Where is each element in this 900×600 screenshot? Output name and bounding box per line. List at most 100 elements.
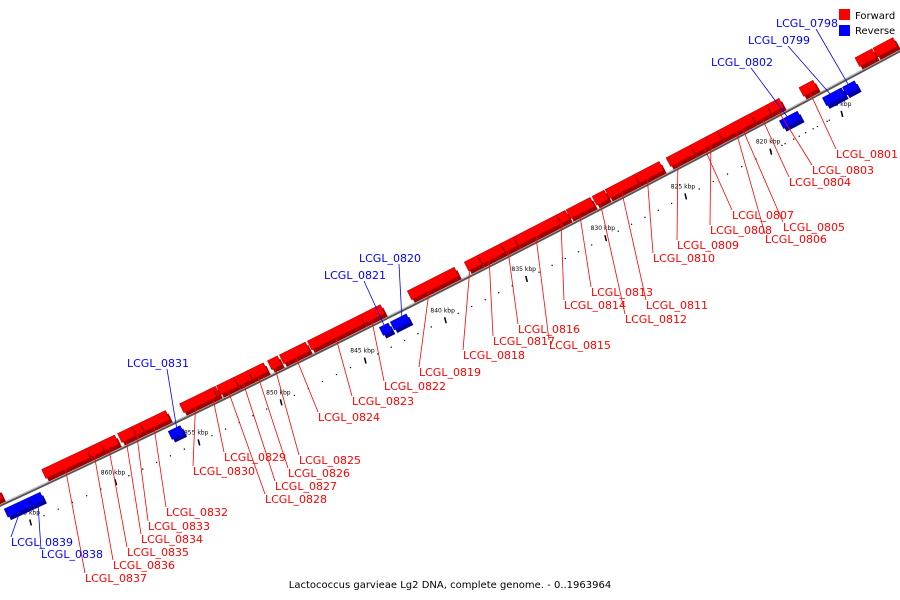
gene-label[interactable]: LCGL_0824 xyxy=(318,411,380,424)
gene-box-face xyxy=(0,491,4,501)
minor-tick xyxy=(155,461,158,464)
gene-box-face xyxy=(267,355,283,371)
gene-box-lcgl-0839[interactable] xyxy=(3,497,35,521)
gene-box-lcgl-0830[interactable] xyxy=(179,387,220,416)
gene-label[interactable]: LCGL_0805 xyxy=(783,221,845,234)
gene-label[interactable]: LCGL_0798 xyxy=(776,17,838,30)
gene-label[interactable]: LCGL_0810 xyxy=(653,252,715,265)
gene-box-lcgl-0808[interactable] xyxy=(704,130,725,150)
gene-label[interactable]: LCGL_0817 xyxy=(493,335,555,348)
gene-box-unlabeled[interactable] xyxy=(0,489,6,508)
gene-label[interactable]: LCGL_0811 xyxy=(646,299,708,312)
minor-tick xyxy=(349,366,352,369)
minor-tick xyxy=(793,138,795,140)
gene-label[interactable]: LCGL_0802 xyxy=(711,56,773,69)
gene-label[interactable]: LCGL_0821 xyxy=(324,269,386,282)
minor-tick xyxy=(484,298,486,301)
minor-tick xyxy=(265,408,268,410)
gene-box-face xyxy=(604,174,640,199)
gene-label[interactable]: LCGL_0799 xyxy=(748,34,810,47)
gene-label[interactable]: LCGL_0820 xyxy=(359,252,421,265)
gene-label[interactable]: LCGL_0803 xyxy=(812,164,874,177)
tick-label: 835 kbp xyxy=(512,266,537,273)
gene-leader-line xyxy=(92,445,114,561)
gene-box-lcgl-0813[interactable] xyxy=(565,197,598,222)
gene-box-face xyxy=(862,48,877,63)
gene-label[interactable]: LCGL_0812 xyxy=(625,313,687,326)
gene-box-unlabeled[interactable] xyxy=(872,37,900,61)
gene-box-lcgl-0825[interactable] xyxy=(267,355,285,373)
gene-leader-line xyxy=(462,258,472,351)
gene-label[interactable]: LCGL_0834 xyxy=(141,533,203,546)
minor-tick xyxy=(630,223,633,225)
gene-label[interactable]: LCGL_0808 xyxy=(710,224,772,237)
gene-box-lcgl-0801[interactable] xyxy=(798,79,821,100)
gene-label[interactable]: LCGL_0838 xyxy=(41,548,103,561)
gene-box-lcgl-0834[interactable] xyxy=(117,426,139,446)
gene-label[interactable]: LCGL_0814 xyxy=(564,299,626,312)
gene-label[interactable]: LCGL_0827 xyxy=(275,480,337,493)
gene-label[interactable]: LCGL_0806 xyxy=(765,233,827,246)
gene-leader-line xyxy=(398,263,403,326)
gene-box-lcgl-0799[interactable] xyxy=(822,87,849,109)
gene-label[interactable]: LCGL_0825 xyxy=(299,454,361,467)
gene-label[interactable]: LCGL_0815 xyxy=(549,339,611,352)
gene-label[interactable]: LCGL_0837 xyxy=(85,572,147,585)
gene-label[interactable]: LCGL_0818 xyxy=(463,349,525,362)
gene-label[interactable]: LCGL_0839 xyxy=(11,536,73,549)
gene-label[interactable]: LCGL_0828 xyxy=(265,493,327,506)
gene-label[interactable]: LCGL_0823 xyxy=(352,395,414,408)
gene-label[interactable]: LCGL_0830 xyxy=(193,465,255,478)
gene-label[interactable]: LCGL_0819 xyxy=(419,366,481,379)
gene-label[interactable]: LCGL_0833 xyxy=(148,520,210,533)
gene-leader-line xyxy=(63,459,86,574)
minor-tick xyxy=(321,380,324,383)
tick-mark xyxy=(684,193,688,200)
gene-box-lcgl-0818[interactable] xyxy=(463,255,485,275)
gene-box-lcgl-0831[interactable] xyxy=(167,425,188,443)
gene-label[interactable]: LCGL_0801 xyxy=(836,148,898,161)
minor-tick xyxy=(644,216,646,219)
gene-leader-line xyxy=(577,203,592,288)
minor-tick xyxy=(698,188,700,190)
minor-tick xyxy=(417,333,419,335)
gene-label[interactable]: LCGL_0832 xyxy=(166,506,228,519)
scale-ticks: 815 kbp 820 kbp 825 kbp 830 kbp 835 kbp 840 k… xyxy=(16,101,852,526)
gene-label[interactable]: LCGL_0816 xyxy=(518,323,580,336)
minor-tick xyxy=(617,230,619,232)
minor-tick xyxy=(741,165,743,168)
gene-label[interactable]: LCGL_0829 xyxy=(224,451,286,464)
gene-leader-line xyxy=(135,424,149,522)
gene-label[interactable]: LCGL_0826 xyxy=(288,467,350,480)
tick-label: 820 kbp xyxy=(756,139,781,146)
gene-label[interactable]: LCGL_0813 xyxy=(591,286,653,299)
minor-tick xyxy=(657,209,659,212)
gene-label[interactable]: LCGL_0822 xyxy=(384,380,446,393)
minor-tick xyxy=(403,339,406,342)
gene-leader-line xyxy=(700,139,733,211)
gene-box-lcgl-0819[interactable] xyxy=(406,266,462,303)
gene-box-lcgl-0812[interactable] xyxy=(591,189,612,209)
legend: Forward Reverse xyxy=(839,9,895,37)
gene-box-unlabeled[interactable] xyxy=(862,48,880,66)
genome-caption: Lactococcus garvieae Lg2 DNA, complete g… xyxy=(289,580,611,591)
gene-leader-line xyxy=(646,167,654,254)
gene-box-lcgl-0828[interactable] xyxy=(216,377,241,398)
gene-box-lcgl-0837[interactable] xyxy=(41,448,93,482)
gene-box-face xyxy=(306,314,365,351)
gene-leader-line xyxy=(815,28,853,93)
gene-box-lcgl-0820[interactable] xyxy=(389,313,414,333)
gene-box-lcgl-0809[interactable] xyxy=(665,144,698,170)
gene-label[interactable]: LCGL_0835 xyxy=(127,546,189,559)
gene-label[interactable]: LCGL_0809 xyxy=(677,239,739,252)
gene-label[interactable]: LCGL_0836 xyxy=(113,559,175,572)
gene-leader-line xyxy=(619,181,647,301)
gene-label[interactable]: LCGL_0804 xyxy=(789,176,851,189)
gene-label[interactable]: LCGL_0831 xyxy=(127,357,189,370)
gene-box-lcgl-0802[interactable] xyxy=(779,110,805,132)
gene-box-lcgl-0823[interactable] xyxy=(306,314,367,353)
minor-tick xyxy=(169,455,172,457)
minor-tick xyxy=(211,435,213,437)
gene-box-lcgl-0811[interactable] xyxy=(604,174,642,202)
gene-label[interactable]: LCGL_0807 xyxy=(732,209,794,222)
